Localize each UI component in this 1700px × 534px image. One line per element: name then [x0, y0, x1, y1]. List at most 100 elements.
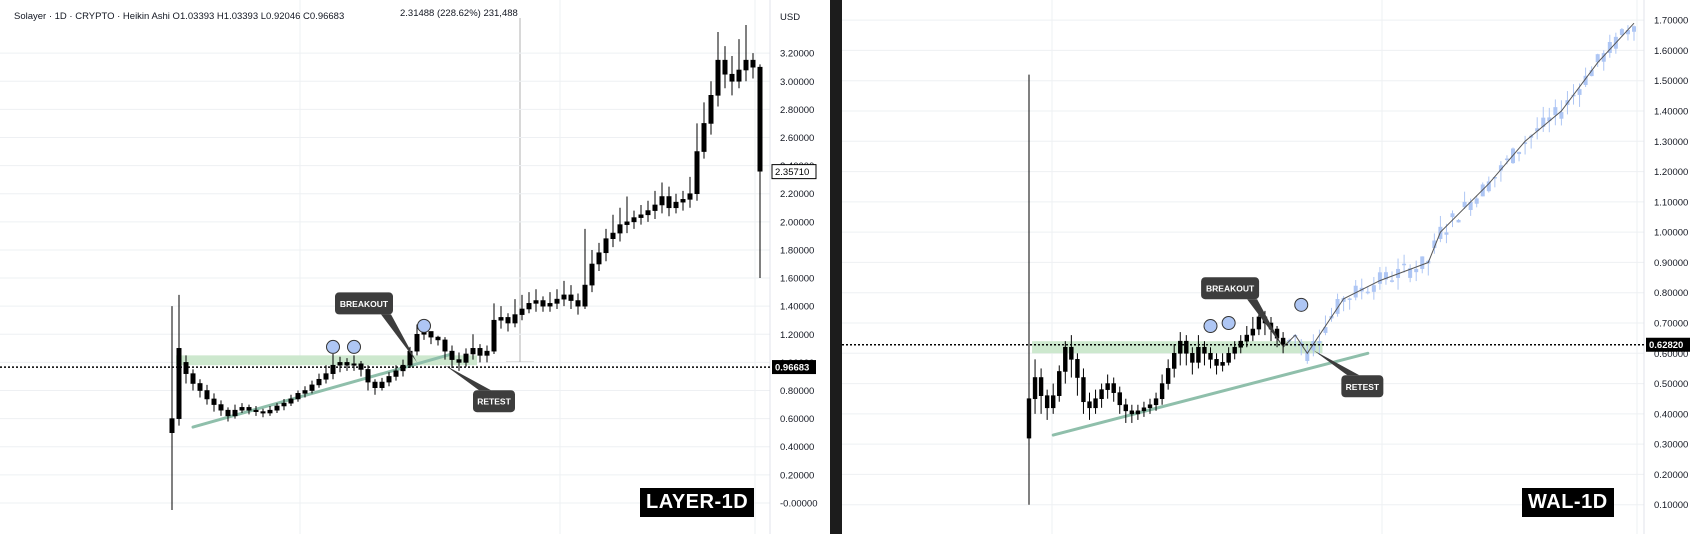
wal-projection-candle — [1335, 299, 1340, 314]
wal-callout-box — [1201, 277, 1260, 300]
wal-y-tick-label: 0.90000 — [1654, 258, 1688, 269]
layer-candle-body — [456, 359, 462, 363]
wal-callout-label-retest: RETEST — [1346, 382, 1380, 392]
wal-y-tick-label: 1.30000 — [1654, 137, 1688, 148]
layer-callout-pointer — [445, 365, 491, 391]
layer-callout-box — [473, 390, 515, 413]
layer-candle-body — [631, 217, 637, 223]
wal-projection-candle — [1474, 198, 1479, 204]
layer-candle-body — [701, 123, 707, 152]
layer-y-tick-label: 0.60000 — [780, 414, 814, 425]
wal-candle-body — [1038, 377, 1044, 396]
layer-candle-body — [400, 364, 406, 372]
layer-candle-body — [463, 353, 469, 363]
layer-price-value: 2.35710 — [775, 167, 809, 178]
wal-candle-body — [1099, 389, 1104, 400]
layer-touch-marker — [326, 339, 340, 354]
layer-candle-body — [568, 294, 574, 301]
layer-currency-label: USD — [780, 12, 800, 23]
layer-candle-body — [183, 362, 189, 374]
layer-candle-body — [316, 378, 322, 386]
layer-candle-body — [344, 362, 350, 366]
layer-candle-body — [337, 362, 343, 366]
layer-candle-body — [372, 381, 378, 389]
wal-candle-body — [1190, 352, 1195, 363]
wal-last-price-tag — [1646, 337, 1690, 352]
layer-candle-body — [561, 294, 567, 300]
layer-candle-body — [288, 398, 294, 404]
wal-candle-body — [1141, 407, 1147, 412]
wal-projection-candle — [1523, 142, 1528, 144]
wal-y-tick-label: 0.70000 — [1654, 319, 1688, 330]
layer-y-tick-label: 0.20000 — [780, 470, 814, 481]
wal-projection-candle — [1583, 75, 1588, 85]
wal-projection-candle — [1535, 128, 1540, 132]
layer-candle-body — [169, 418, 175, 433]
wal-candle-body — [1153, 398, 1159, 406]
layer-candle-body — [379, 381, 385, 389]
layer-y-tick-label: 2.00000 — [780, 217, 814, 228]
wal-projection-candle — [1341, 297, 1346, 302]
layer-candle-body — [645, 210, 651, 216]
wal-candle-body — [1208, 352, 1213, 360]
wal-projection-candle — [1305, 350, 1310, 361]
layer-candle-body — [274, 405, 280, 411]
wal-y-tick-label: 1.40000 — [1654, 107, 1688, 118]
wal-candle-body — [1075, 359, 1080, 378]
wal-projection-candle — [1347, 298, 1352, 300]
wal-candle-body — [1147, 404, 1153, 409]
layer-candle-body — [239, 407, 245, 411]
wal-projection-candle — [1492, 177, 1497, 179]
wal-projection-candle — [1420, 256, 1425, 269]
wal-touch-marker — [1221, 316, 1236, 330]
layer-y-tick-label: 1.40000 — [780, 302, 814, 313]
wal-candle-body — [1117, 392, 1122, 406]
layer-candle-body — [309, 384, 315, 391]
wal-projection-candle — [1498, 165, 1503, 171]
wal-projection-candle — [1595, 54, 1600, 63]
layer-chart-panel: 3.200003.000002.800002.600002.400002.200… — [0, 0, 830, 534]
layer-candle-body — [694, 151, 700, 195]
wal-projection-candle — [1371, 285, 1376, 292]
layer-y-tick-label: 2.60000 — [780, 133, 814, 144]
layer-candle-body — [722, 59, 728, 75]
wal-callout-label-breakout: BREAKOUT — [1206, 284, 1255, 294]
layer-candle-body — [603, 238, 609, 254]
layer-support-zone — [176, 355, 477, 366]
layer-candle-body — [225, 409, 231, 417]
wal-projection-candle — [1377, 272, 1382, 284]
wal-projection-candle — [1450, 213, 1455, 218]
wal-candle-body — [1159, 383, 1165, 400]
measure-readout: 2.31488 (228.62%) 231,488 — [400, 8, 518, 19]
wal-y-tick-label: 1.50000 — [1654, 76, 1688, 87]
wal-callout-pointer — [1313, 350, 1360, 376]
layer-candle-body — [393, 370, 399, 377]
layer-touch-marker — [417, 318, 431, 333]
layer-touch-marker — [347, 339, 361, 354]
wal-candle-body — [1081, 377, 1086, 403]
layer-y-tick-label: 1.20000 — [780, 330, 814, 341]
layer-y-tick-label: 2.80000 — [780, 105, 814, 116]
layer-candle-body — [659, 196, 665, 206]
layer-candle-body — [428, 331, 434, 338]
layer-candle-body — [533, 300, 539, 304]
wal-candle-body — [1184, 340, 1189, 354]
wal-projection-candle — [1632, 26, 1636, 32]
layer-callout-box — [335, 292, 393, 315]
wal-y-tick-label: 1.70000 — [1654, 16, 1688, 27]
wal-projection-candle — [1559, 112, 1564, 119]
wal-projection-candle — [1383, 272, 1388, 280]
layer-candle-body — [652, 204, 658, 211]
wal-projection-candle — [1323, 327, 1328, 333]
wal-candle-body — [1250, 328, 1256, 336]
wal-candle-body — [1063, 346, 1068, 372]
wal-projection-candle — [1625, 30, 1630, 35]
wal-candle-body — [1280, 337, 1286, 345]
wal-projection-candle — [1547, 117, 1552, 122]
wal-projection-candle — [1486, 181, 1491, 192]
wal-projection-candle — [1619, 29, 1624, 36]
layer-candle-body — [750, 59, 756, 68]
layer-last-price-value: 0.96683 — [775, 363, 809, 374]
layer-last-price-tag — [772, 360, 816, 375]
layer-candle-body — [442, 339, 448, 352]
